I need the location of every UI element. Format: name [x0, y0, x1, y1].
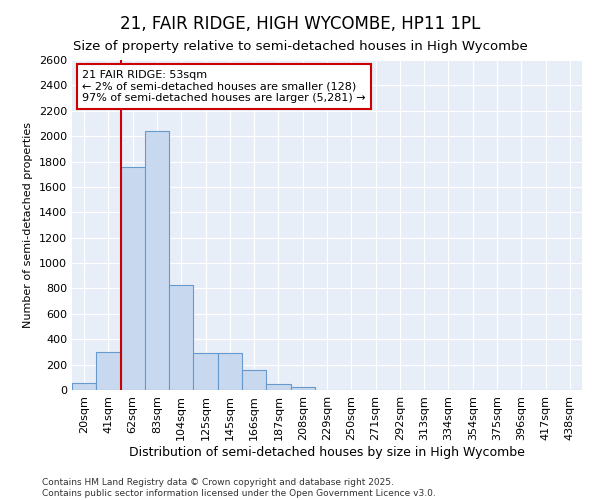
Bar — [96, 352, 121, 390]
Text: Size of property relative to semi-detached houses in High Wycombe: Size of property relative to semi-detach… — [73, 40, 527, 53]
Text: Contains HM Land Registry data © Crown copyright and database right 2025.
Contai: Contains HM Land Registry data © Crown c… — [42, 478, 436, 498]
Bar — [121, 166, 145, 390]
Bar — [193, 353, 218, 390]
Bar — [242, 370, 266, 390]
X-axis label: Distribution of semi-detached houses by size in High Wycombe: Distribution of semi-detached houses by … — [129, 446, 525, 458]
Bar — [169, 286, 193, 390]
Text: 21 FAIR RIDGE: 53sqm
← 2% of semi-detached houses are smaller (128)
97% of semi-: 21 FAIR RIDGE: 53sqm ← 2% of semi-detach… — [82, 70, 366, 103]
Bar — [218, 353, 242, 390]
Y-axis label: Number of semi-detached properties: Number of semi-detached properties — [23, 122, 34, 328]
Bar — [266, 384, 290, 390]
Bar — [145, 131, 169, 390]
Text: 21, FAIR RIDGE, HIGH WYCOMBE, HP11 1PL: 21, FAIR RIDGE, HIGH WYCOMBE, HP11 1PL — [120, 15, 480, 33]
Bar — [72, 383, 96, 390]
Bar — [290, 387, 315, 390]
